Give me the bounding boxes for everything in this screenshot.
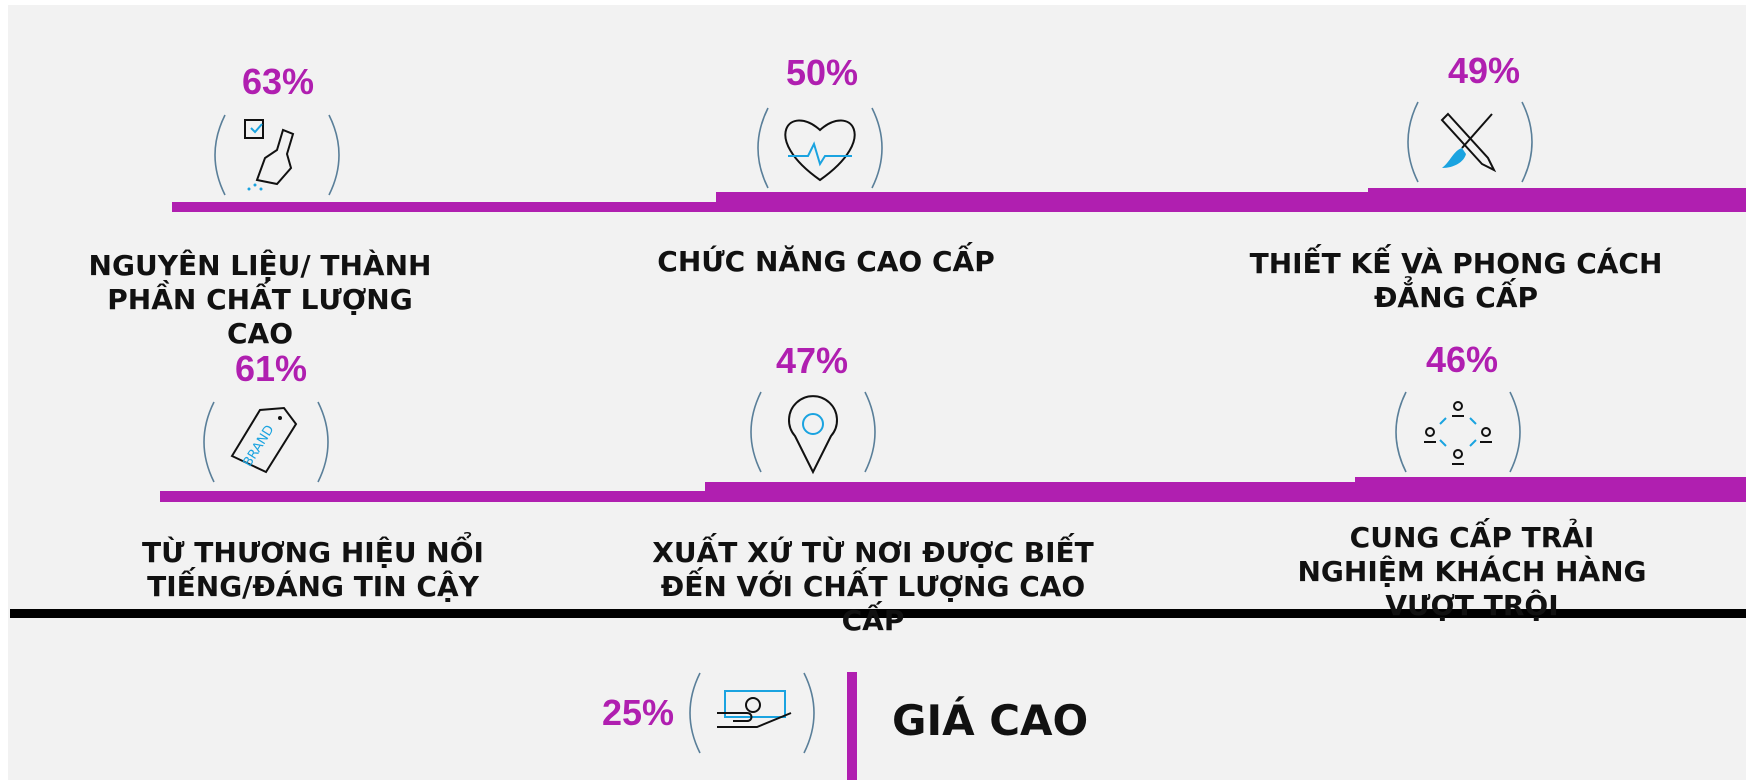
bracket [214,114,226,196]
bracket [757,107,769,189]
item-label: NGHIỆM KHÁCH HÀNG [1297,554,1646,588]
item-label: ĐẾN VỚI CHẤT LƯỢNG CAO [661,565,1085,603]
percentage: 63% [242,61,314,102]
bracket [1521,101,1533,183]
item-label: CAO [227,317,293,350]
bracket [1509,391,1521,473]
percentage: 61% [235,348,307,389]
bottom-label: GIÁ CAO [892,695,1088,745]
bracket [689,672,701,754]
item-label: VƯỢT TRỘI [1385,588,1558,622]
bracket [1395,391,1407,473]
steps-row-2 [160,477,1746,502]
item-label: CẤP [842,599,905,637]
icons: BRAND [230,112,1497,728]
accent-bar [847,672,857,780]
steps-row-1 [172,188,1746,212]
item-label: PHẦN CHẤT LƯỢNG [107,278,412,316]
item-label: CUNG CẤP TRẢI [1350,516,1595,554]
bracket [750,391,762,473]
item-label: TỪ THƯƠNG HIỆU NỔI [142,529,484,569]
item-label: THIẾT KẾ VÀ PHONG CÁCH [1250,243,1663,280]
item-label: NGUYÊN LIỆU/ THÀNH [89,248,432,282]
percentage: 50% [786,52,858,93]
bracket [871,107,883,189]
item-label: ĐẲNG CẤP [1374,274,1538,314]
divider [10,609,1746,618]
bracket [803,672,815,754]
percentage: 47% [776,340,848,381]
item-label: TIẾNG/ĐÁNG TIN CẬY [147,566,480,603]
background [8,5,1746,780]
percentage: 25% [602,692,674,733]
bracket [328,114,340,196]
percentage: 49% [1448,50,1520,91]
bracket [203,401,215,483]
item-label: XUẤT XỨ TỪ NƠI ĐƯỢC BIẾT [652,531,1093,569]
percentage: 46% [1426,339,1498,380]
bracket [864,391,876,473]
item-label: CHỨC NĂNG CAO CẤP [657,240,994,278]
bracket [317,401,329,483]
bracket [1407,101,1419,183]
